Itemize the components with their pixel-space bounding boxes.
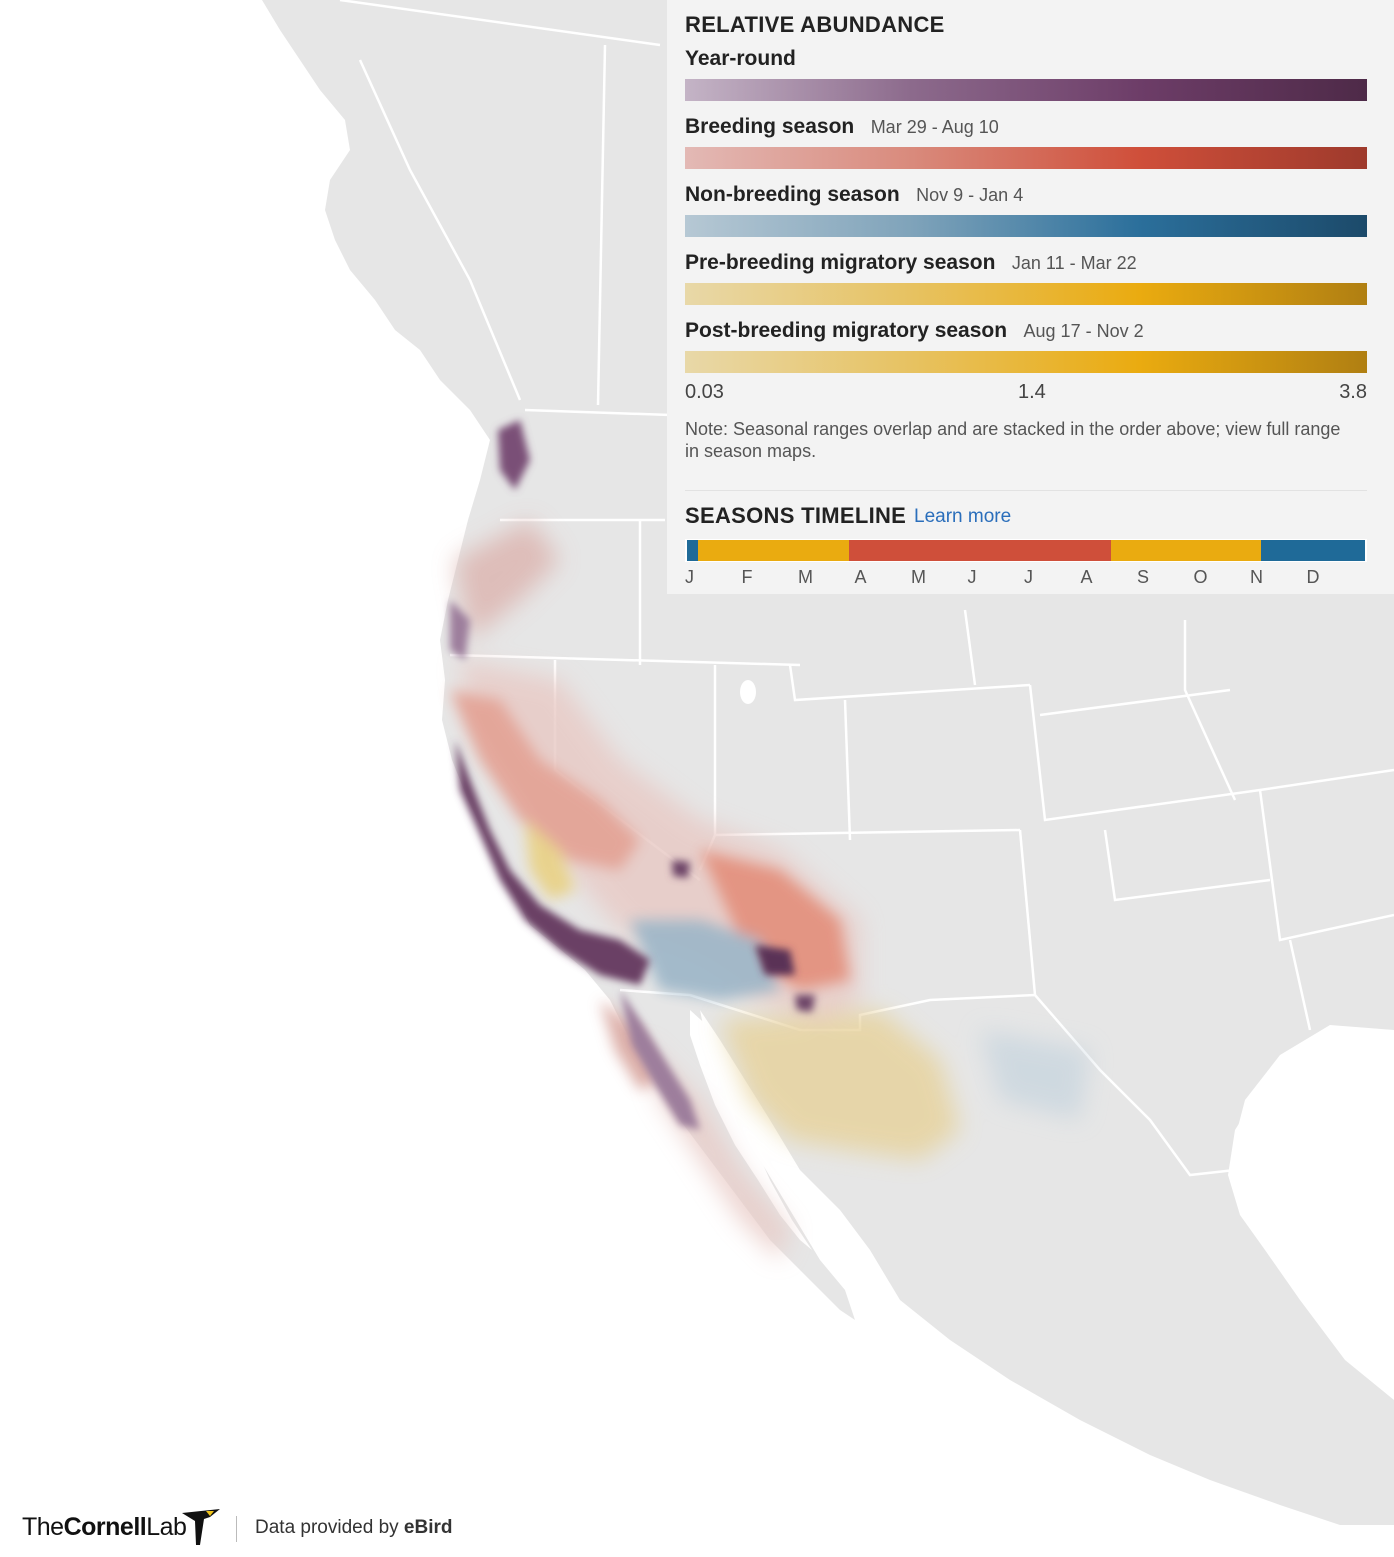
scale-mid: 1.4: [1018, 381, 1046, 403]
scale-min: 0.03: [685, 381, 724, 403]
month-label: O: [1193, 567, 1208, 587]
scale-max: 3.8: [1339, 381, 1367, 403]
year-round-gradient: [685, 79, 1367, 101]
month-label: J: [1024, 567, 1033, 587]
non-breeding-gradient: [685, 215, 1367, 237]
breeding-gradient: [685, 147, 1367, 169]
timeline-segment: [687, 540, 700, 561]
season-name: Non-breeding season: [685, 183, 900, 206]
great-salt-lake: [740, 680, 756, 704]
season-breeding: Breeding season Mar 29 - Aug 10: [685, 115, 1367, 169]
logo-prefix: The: [22, 1513, 64, 1541]
month-label: J: [967, 567, 977, 587]
timeline-segment: [1110, 540, 1263, 561]
legend-note: Note: Seasonal ranges overlap and are st…: [685, 419, 1341, 461]
month-label: J: [685, 567, 694, 587]
ebird-brand[interactable]: eBird: [403, 1517, 453, 1538]
legend-title: RELATIVE ABUNDANCE: [685, 12, 945, 37]
season-pre-breeding: Pre-breeding migratory season Jan 11 - M…: [685, 251, 1367, 305]
month-label: N: [1250, 567, 1263, 587]
month-label: D: [1306, 567, 1320, 587]
seasons-timeline-bar: [685, 539, 1367, 562]
season-year-round: Year-round: [685, 47, 1367, 101]
season-non-breeding: Non-breeding season Nov 9 - Jan 4: [685, 183, 1367, 237]
month-label: M: [798, 567, 813, 587]
bird-logo-icon: [182, 1509, 220, 1545]
season-dates: Mar 29 - Aug 10: [870, 117, 999, 137]
gulf-of-california: [690, 1010, 812, 1250]
season-dates: Nov 9 - Jan 4: [916, 185, 1024, 205]
season-name: Year-round: [685, 47, 796, 70]
legend-panel: RELATIVE ABUNDANCE Year-round Breeding s…: [667, 0, 1394, 594]
season-name: Pre-breeding migratory season: [685, 251, 996, 274]
gulf-of-mexico: [1232, 1025, 1394, 1320]
timeline-segment: [848, 540, 1113, 561]
season-name: Breeding season: [685, 115, 855, 138]
logo-bold: Cornell: [63, 1513, 147, 1541]
month-label: F: [741, 567, 753, 587]
abundance-layer: [450, 420, 1090, 1260]
season-dates: Jan 11 - Mar 22: [1011, 253, 1137, 273]
month-label: M: [911, 567, 926, 587]
post-breeding-gradient: [685, 351, 1367, 373]
learn-more-link[interactable]: Learn more: [914, 506, 1012, 527]
divider: [685, 490, 1367, 491]
season-dates: Aug 17 - Nov 2: [1023, 321, 1144, 341]
timeline-segment: [1260, 540, 1365, 561]
data-provider-text: Data provided by: [255, 1517, 404, 1538]
timeline-title: SEASONS TIMELINE: [685, 503, 907, 528]
pre-breeding-gradient: [685, 283, 1367, 305]
month-label: S: [1137, 567, 1150, 587]
month-label: A: [854, 567, 867, 587]
data-provider: Data provided by eBird: [255, 1517, 453, 1539]
scale-ticks: 0.03 1.4 3.8: [685, 381, 1367, 407]
cornell-lab-logo[interactable]: TheCornellLab: [22, 1513, 187, 1542]
month-label: A: [1080, 567, 1093, 587]
logo-suffix: Lab: [146, 1513, 187, 1541]
timeline-segment: [698, 540, 851, 561]
footer-separator: [236, 1516, 237, 1542]
season-name: Post-breeding migratory season: [685, 319, 1008, 342]
season-post-breeding: Post-breeding migratory season Aug 17 - …: [685, 319, 1367, 373]
footer: TheCornellLab Data provided by eBird: [22, 1505, 462, 1547]
